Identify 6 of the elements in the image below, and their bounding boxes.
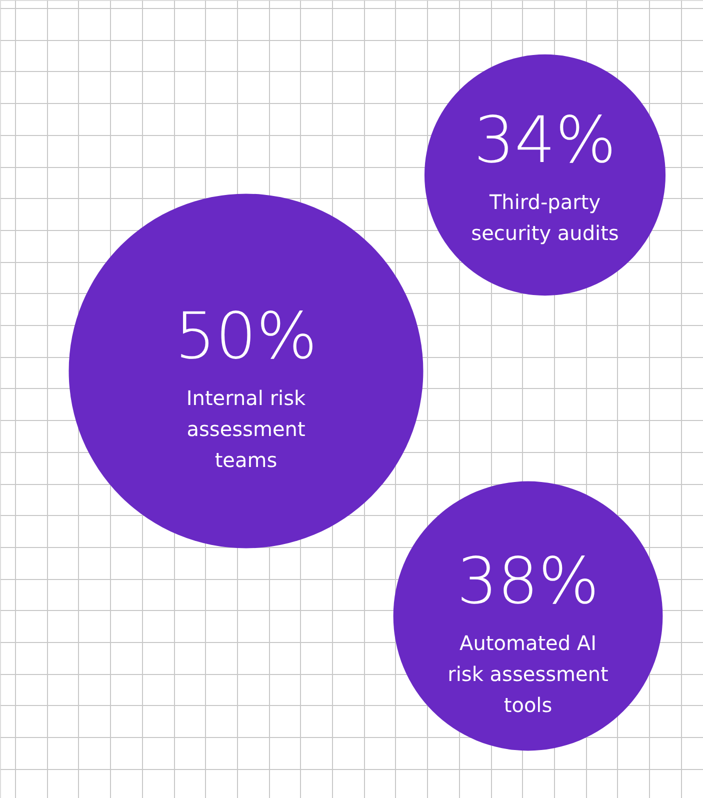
data-label: 38%	[456, 545, 600, 619]
data-label: 50%	[174, 300, 318, 374]
data-label: 34%	[474, 104, 616, 178]
category-label: Internal risk assessment teams	[186, 386, 306, 472]
category-label: Automated AI risk assessment tools	[448, 631, 608, 717]
category-label: Third-party security audits	[471, 190, 619, 245]
